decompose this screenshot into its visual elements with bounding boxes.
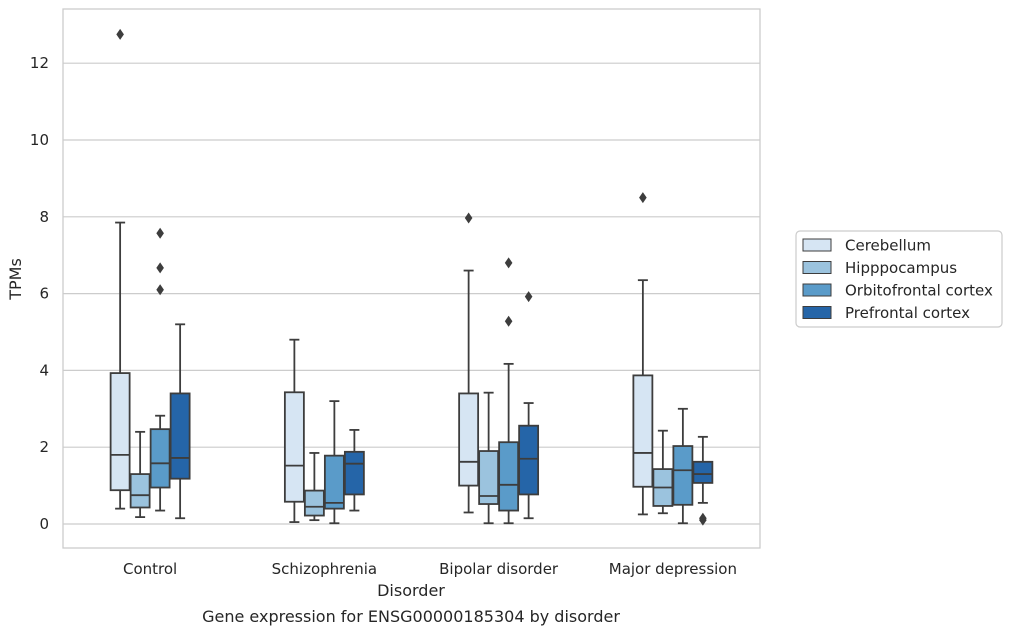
box <box>323 454 345 510</box>
outlier-point <box>504 257 513 269</box>
legend-item: Orbitofrontal cortex <box>802 282 993 300</box>
legend-swatch <box>802 283 832 297</box>
box <box>169 392 191 480</box>
x-tick-label: Major depression <box>609 560 737 578</box>
box-group <box>458 212 540 525</box>
legend-label: Hipppocampus <box>845 259 957 277</box>
outlier-point <box>464 212 473 224</box>
chart-caption: Gene expression for ENSG00000185304 by d… <box>202 607 620 626</box>
box-group <box>632 192 714 526</box>
outlier-point <box>639 192 647 204</box>
legend-swatch <box>802 306 832 319</box>
box <box>303 489 325 517</box>
y-axis-label: TPMs <box>6 258 25 301</box>
x-tick-label: Bipolar disorder <box>439 560 559 578</box>
y-tick-label: 10 <box>30 131 49 149</box>
y-axis-ticks: 0 2 4 6 8 10 12 <box>30 54 49 533</box>
box-group <box>109 28 191 520</box>
legend-item: Hipppocampus <box>802 259 957 277</box>
legend-swatch <box>802 261 832 274</box>
outlier-point <box>116 28 124 40</box>
box <box>478 450 500 505</box>
outlier-point <box>699 512 707 524</box>
legend-swatch <box>802 238 832 252</box>
box-groups <box>109 28 714 526</box>
legend: Cerebellum Hipppocampus Orbitofrontal cort… <box>795 230 1003 328</box>
x-axis-ticks: Control Schizophrenia Bipolar disorder Majo… <box>123 560 737 578</box>
outlier-point <box>156 262 164 274</box>
box <box>109 372 131 492</box>
x-axis-label: Disorder <box>377 581 445 600</box>
y-tick-label: 2 <box>39 438 49 456</box>
outlier-point <box>156 227 164 239</box>
y-tick-label: 6 <box>39 285 49 303</box>
box <box>283 391 305 503</box>
outlier-point <box>156 284 164 296</box>
legend-item: Prefrontal cortex <box>802 304 970 322</box>
legend-label: Prefrontal cortex <box>845 304 970 322</box>
box <box>518 424 540 496</box>
y-tick-label: 4 <box>39 361 49 379</box>
y-tick-label: 8 <box>39 208 49 226</box>
box <box>458 392 480 487</box>
box <box>343 450 365 496</box>
legend-label: Cerebellum <box>845 237 931 255</box>
x-tick-label: Control <box>123 560 177 578</box>
box <box>672 445 694 506</box>
box <box>632 374 654 488</box>
box <box>129 473 151 509</box>
outlier-point <box>504 315 513 327</box>
box <box>149 428 171 489</box>
box <box>498 441 520 512</box>
legend-frame <box>795 230 1003 328</box>
box <box>692 460 714 484</box>
legend-item: Cerebellum <box>802 237 931 255</box>
box-group <box>283 338 365 525</box>
outlier-point <box>524 291 533 303</box>
y-tick-label: 12 <box>30 54 49 72</box>
y-tick-label: 0 <box>39 515 49 533</box>
legend-label: Orbitofrontal cortex <box>845 282 993 300</box>
x-tick-label: Schizophrenia <box>272 560 377 578</box>
plot-frame <box>62 8 761 549</box>
